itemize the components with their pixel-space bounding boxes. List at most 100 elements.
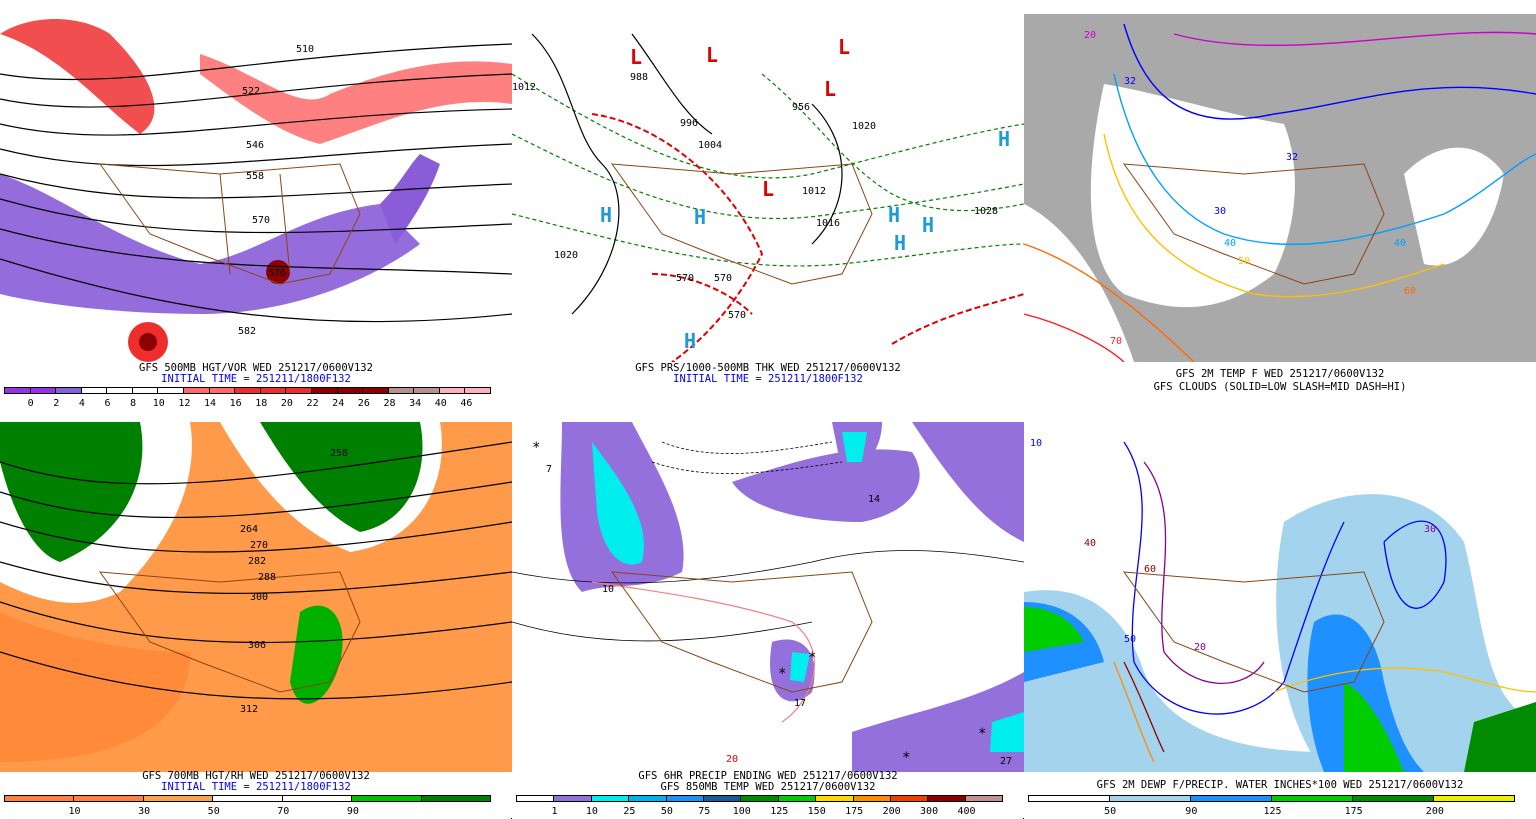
map-title: GFS 6HR PRECIP ENDING WED 251217/0600V13… [638,770,898,782]
colorbar-label: 0 [27,398,34,409]
initial-time: INITIAL TIME = 251211/1800F132 [161,373,351,385]
colorbar-label: 50 [660,806,673,817]
colorbar-swatch [741,796,779,801]
contour-label: 264 [240,524,258,535]
contour-label: 10 [1030,438,1042,449]
contour-label: 1020 [554,250,578,261]
map-6hr-precip[interactable]: * * * * * 7 10 14 17 20 27 [512,422,1024,772]
colorbar-label: 46 [460,398,473,409]
contour-label: 282 [248,556,266,567]
initial-time: INITIAL TIME = 251211/1800F132 [673,373,863,385]
colorbar-swatch [965,796,1003,801]
colorbar-label: 10 [585,806,598,817]
panel-500mb-vorticity: 510 522 546 558 570 576 582 GFS 500MB HGT/V… [0,0,512,409]
colorbar-swatch [928,796,966,801]
colorbar-label: 300 [920,806,939,817]
contour-label: 1016 [816,218,840,229]
colorbar-label: 10 [68,806,81,817]
contour-label: 510 [296,44,314,55]
contour-label: 32 [1124,76,1136,87]
colorbar-swatch [209,388,236,393]
contour-label: 10 [602,584,614,595]
colorbar-label: 34 [409,398,422,409]
colorbar-swatch [74,796,144,801]
low-pressure-marker: L [824,77,836,101]
contour-label: 32 [1286,152,1298,163]
colorbar [4,795,491,802]
contour-label: 270 [250,540,268,551]
colorbar-label: 400 [957,806,976,817]
snow-icon: * [978,726,986,742]
colorbar-label: 100 [732,806,751,817]
colorbar [4,387,491,394]
colorbar-swatch [1029,796,1110,801]
colorbar-swatch [143,796,214,801]
snow-icon: * [532,440,540,456]
panel-700mb-rh: 258 264 270 282 288 300 306 312 GFS 700MB HG… [0,409,512,818]
colorbar-swatch [517,796,555,801]
colorbar-label: 175 [1344,806,1363,817]
colorbar-label: 150 [807,806,826,817]
map-subtitle: GFS 850MB TEMP WED 251217/0600V132 [660,781,876,793]
colorbar-swatch [1353,796,1434,801]
contour-label: 1028 [974,206,998,217]
colorbar-swatch [890,796,929,801]
colorbar-swatch [439,388,466,393]
panel-2m-temp-clouds: 32 32 40 50 60 70 20 30 40 GFS 2M TEMP F WED… [1024,0,1536,409]
map-title: GFS 700MB HGT/RH WED 251217/0600V132 [142,770,370,782]
colorbar-swatch [184,388,210,393]
colorbar-label: 26 [357,398,370,409]
colorbar-label: 28 [383,398,396,409]
snow-icon: * [902,750,910,766]
contour-label: 27 [1000,756,1012,767]
colorbar-swatch [465,388,490,393]
contour-label: 956 [792,102,810,113]
high-pressure-marker: H [600,203,612,227]
colorbar-label: 18 [255,398,268,409]
map-title: GFS 2M DEWP F/PRECIP. WATER INCHES*100 W… [1096,779,1464,791]
colorbar-label: 20 [280,398,293,409]
colorbar-label: 8 [130,398,137,409]
map-500mb-hgt-vor[interactable]: 510 522 546 558 570 576 582 [0,14,512,362]
colorbar-label: 70 [277,806,290,817]
contour-label: 40 [1084,538,1096,549]
snow-icon: * [808,650,816,666]
colorbar-label: 25 [623,806,636,817]
colorbar-swatch [816,796,854,801]
contour-label: 1020 [852,121,876,132]
colorbar-swatch [554,796,592,801]
contour-label: 40 [1224,238,1236,249]
colorbar-swatch [703,796,742,801]
map-title: GFS 2M TEMP F WED 251217/0600V132 [1175,368,1385,380]
contour-label: 7 [546,464,552,475]
colorbar-swatch [1434,796,1514,801]
contour-label: 30 [1214,206,1226,217]
colorbar-swatch [5,388,31,393]
contour-label: 40 [1394,238,1406,249]
contour-label: 50 [1124,634,1136,645]
contour-label: 546 [246,140,264,151]
map-title: GFS 500MB HGT/VOR WED 251217/0600V132 [139,362,373,374]
colorbar-label: 90 [346,806,359,817]
contour-label: 30 [1424,524,1436,535]
low-pressure-marker: L [838,35,850,59]
colorbar-swatch [1191,796,1272,801]
initial-time: INITIAL TIME = 251211/1800F132 [161,781,351,793]
colorbar-swatch [213,796,283,801]
high-pressure-marker: H [694,205,706,229]
contour-label: 312 [240,704,258,715]
colorbar-swatch [853,796,891,801]
colorbar-swatch [81,388,108,393]
colorbar-swatch [311,388,338,393]
map-700mb-hgt-rh[interactable]: 258 264 270 282 288 300 306 312 [0,422,512,772]
map-2m-temp[interactable]: 32 32 40 50 60 70 20 30 40 [1024,14,1536,362]
colorbar-label: 175 [845,806,864,817]
colorbar-label: 125 [770,806,789,817]
contour-label: 50 [1238,256,1250,267]
colorbar-swatch [286,388,312,393]
colorbar-swatch [260,388,287,393]
colorbar-swatch [1110,796,1191,801]
map-dewpoint-precip-water[interactable]: 10 20 30 40 50 60 [1024,422,1536,772]
colorbar-swatch [591,796,630,801]
